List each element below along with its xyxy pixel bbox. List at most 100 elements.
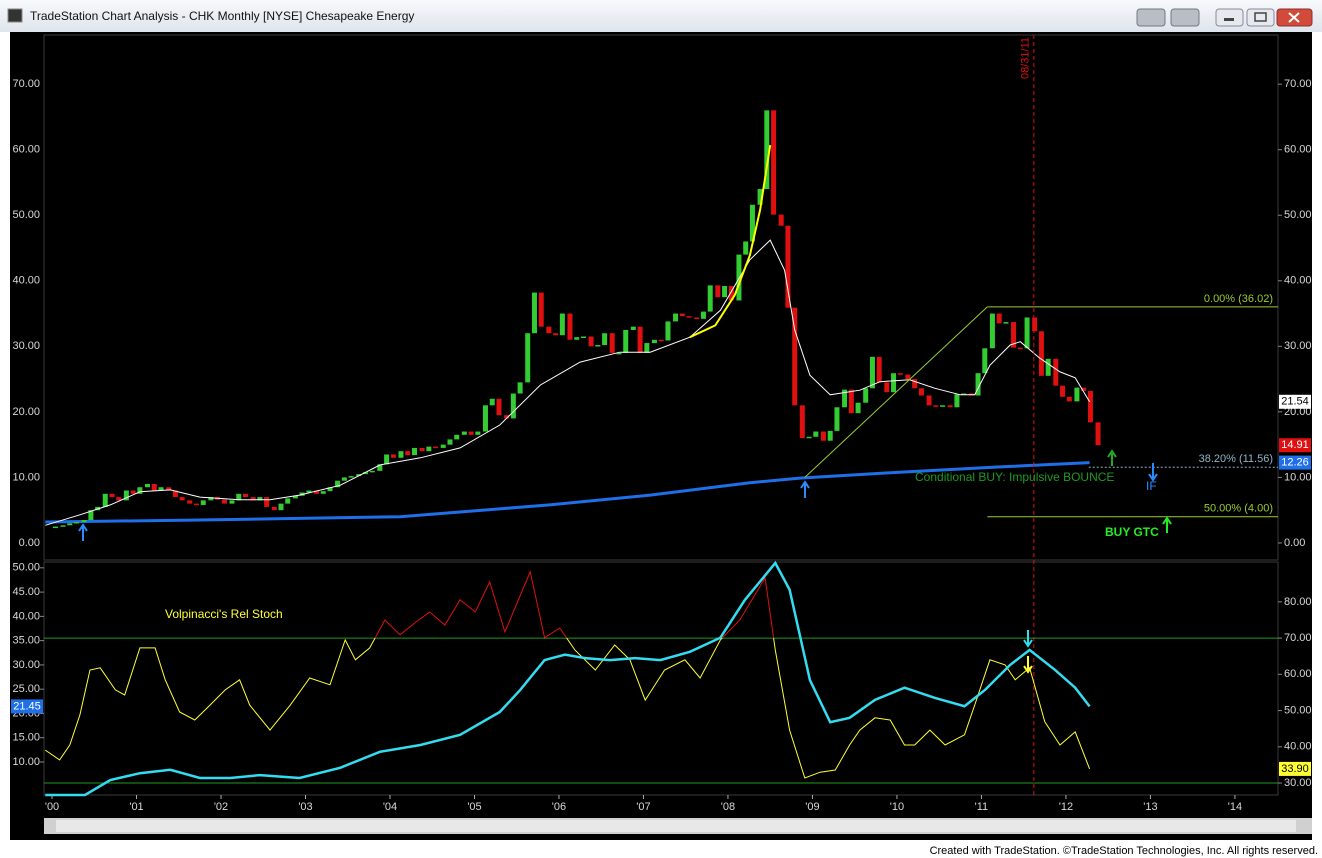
candle — [665, 321, 671, 341]
arrow — [1148, 463, 1158, 482]
x-tick-label: '06 — [552, 801, 566, 813]
candle — [243, 493, 249, 498]
y-tick-label: 10.00 — [1284, 471, 1312, 483]
price-pane — [43, 34, 1279, 561]
y2-tick-label: 60.00 — [1284, 668, 1312, 680]
candle — [327, 487, 333, 492]
candle — [989, 313, 995, 349]
candle — [658, 339, 664, 342]
stoch-line — [45, 570, 1091, 779]
arrow — [1107, 449, 1117, 466]
candle — [517, 382, 523, 394]
arrow — [1023, 656, 1033, 674]
candle — [229, 500, 235, 504]
candle — [595, 345, 601, 347]
candle — [609, 333, 615, 353]
candle — [749, 204, 755, 242]
candle — [81, 520, 87, 522]
candle — [221, 499, 227, 504]
candle — [257, 497, 263, 501]
candle — [1087, 390, 1093, 423]
candle — [715, 285, 721, 298]
value-box — [1279, 394, 1311, 409]
candle — [694, 317, 700, 319]
candle — [208, 497, 214, 501]
candle — [644, 343, 650, 353]
x-tick-label: '01 — [129, 801, 143, 813]
candle — [912, 379, 918, 389]
candle — [52, 526, 58, 529]
candle — [722, 286, 728, 298]
candle — [440, 444, 446, 448]
x-tick-label: '14 — [1228, 801, 1242, 813]
value-box — [1279, 455, 1311, 470]
candle — [362, 472, 368, 475]
y-tick-label: 60.00 — [1284, 144, 1312, 156]
value-box-label: 21.45 — [13, 700, 41, 712]
candle — [384, 454, 390, 465]
y-tick-label: 0.00 — [1284, 537, 1305, 549]
y-tick-label: 60.00 — [12, 144, 40, 156]
candle — [236, 493, 242, 501]
info-button[interactable] — [1170, 8, 1200, 27]
candle — [771, 110, 777, 215]
chart-area — [10, 32, 1312, 840]
candle — [264, 497, 270, 507]
candle — [1081, 387, 1087, 391]
candle — [1038, 331, 1044, 376]
candle — [1074, 387, 1080, 402]
stoch-title: Volpinacci's Rel Stoch — [165, 607, 283, 621]
maximize-button[interactable] — [1246, 8, 1275, 27]
candle — [158, 487, 164, 491]
fib-label: 0.00% (36.02) — [1204, 293, 1273, 305]
candle — [433, 446, 439, 449]
candle — [88, 510, 94, 521]
candle — [961, 393, 967, 396]
candle — [630, 326, 636, 330]
candle — [200, 500, 206, 505]
candle — [525, 333, 531, 383]
candle — [1011, 322, 1017, 348]
candle — [123, 490, 129, 501]
x-tick-label: '13 — [1143, 801, 1157, 813]
y-tick-label: 35.00 — [12, 635, 40, 647]
footer: Created with TradeStation. ©TradeStation… — [930, 845, 1318, 857]
candle — [166, 487, 172, 491]
candle — [820, 431, 826, 441]
y2-tick-label: 80.00 — [1284, 596, 1312, 608]
candle — [813, 431, 819, 437]
x-tick-label: '08 — [721, 801, 735, 813]
candle — [531, 292, 537, 334]
candle — [869, 356, 875, 389]
x-tick-label: '12 — [1059, 801, 1073, 813]
candle — [411, 447, 417, 456]
candle — [292, 495, 298, 499]
value-box — [1279, 438, 1311, 453]
candle — [271, 506, 277, 511]
x-tick-label: '03 — [298, 801, 312, 813]
candle — [996, 313, 1002, 324]
candle — [250, 497, 256, 501]
candle — [947, 405, 953, 408]
candle — [975, 373, 981, 396]
candle — [686, 316, 692, 318]
y-tick-label: 70.00 — [12, 78, 40, 90]
candle — [567, 313, 573, 340]
candle — [1003, 322, 1009, 324]
value-box — [11, 699, 43, 714]
minimize-button[interactable] — [1215, 8, 1244, 27]
candle — [574, 337, 580, 340]
candle — [891, 373, 897, 393]
candle — [172, 490, 178, 498]
y2-tick-label: 40.00 — [1284, 741, 1312, 753]
scroll-thumb[interactable] — [56, 820, 1296, 832]
candle — [926, 395, 932, 406]
x-tick-label: '07 — [636, 801, 650, 813]
candle — [377, 464, 383, 471]
candle — [707, 285, 713, 312]
arrow — [1023, 630, 1033, 648]
stoch-chart: 10.0015.0020.0025.0030.0035.0040.0045.00… — [11, 560, 1312, 813]
style-button[interactable] — [1136, 8, 1166, 27]
candle — [60, 525, 66, 527]
candle — [1053, 358, 1059, 386]
